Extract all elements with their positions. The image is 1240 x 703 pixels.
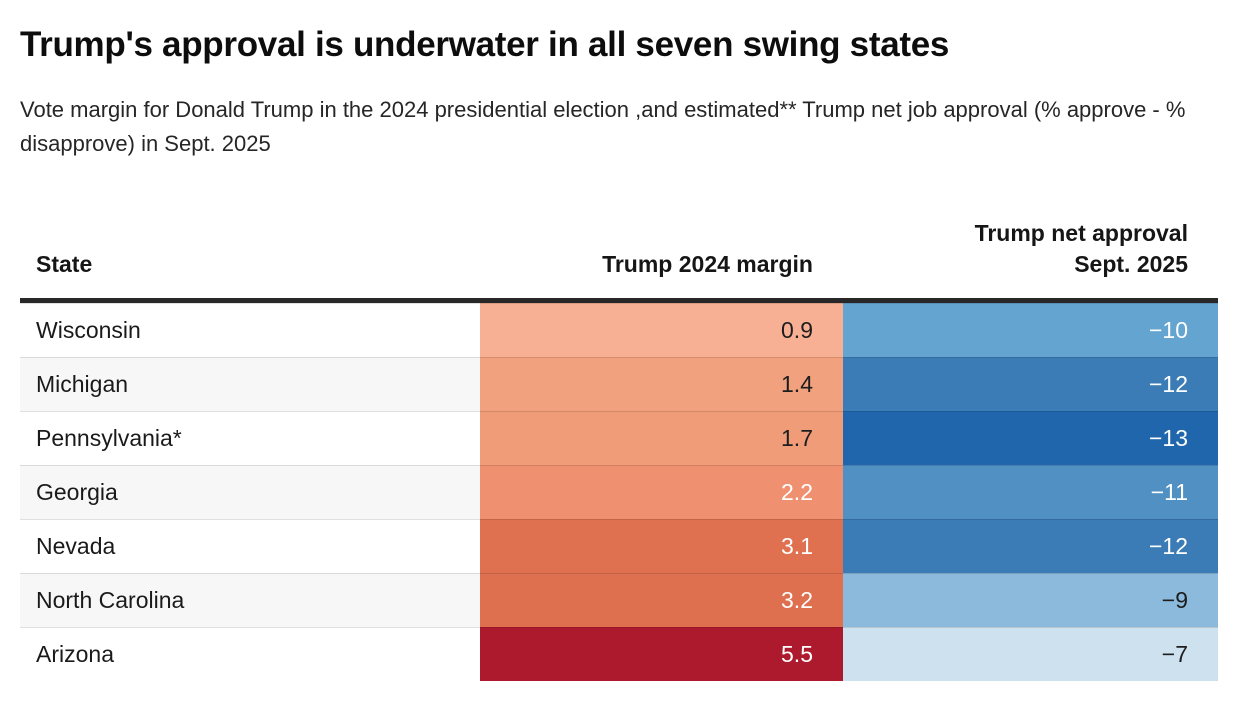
margin-cell: 5.5	[480, 627, 843, 681]
table-body: Wisconsin 0.9 −10 Michigan 1.4 −12 Penns…	[20, 303, 1218, 681]
state-cell: Georgia	[20, 465, 480, 519]
column-header-approval-line1: Trump net approval	[974, 220, 1188, 246]
table-row-north-carolina: North Carolina 3.2 −9	[20, 573, 1218, 627]
approval-cell: −10	[843, 303, 1218, 357]
chart-subtitle: Vote margin for Donald Trump in the 2024…	[20, 97, 1186, 156]
margin-cell: 0.9	[480, 303, 843, 357]
table-row-nevada: Nevada 3.1 −12	[20, 519, 1218, 573]
table-row-wisconsin: Wisconsin 0.9 −10	[20, 303, 1218, 357]
column-header-approval-line2: Sept. 2025	[1074, 251, 1188, 277]
table-row-arizona: Arizona 5.5 −7	[20, 627, 1218, 681]
chart-container: Trump's approval is underwater in all se…	[0, 24, 1240, 703]
approval-cell: −9	[843, 573, 1218, 627]
column-header-margin: Trump 2024 margin	[602, 251, 813, 277]
chart-title: Trump's approval is underwater in all se…	[20, 25, 950, 64]
table-row-michigan: Michigan 1.4 −12	[20, 357, 1218, 411]
approval-cell: −12	[843, 357, 1218, 411]
margin-cell: 3.1	[480, 519, 843, 573]
state-cell: Michigan	[20, 357, 480, 411]
table-header-row: State Trump 2024 margin Trump net approv…	[20, 218, 1218, 298]
approval-cell: −7	[843, 627, 1218, 681]
margin-cell: 2.2	[480, 465, 843, 519]
table-row-georgia: Georgia 2.2 −11	[20, 465, 1218, 519]
state-cell: Pennsylvania*	[20, 411, 480, 465]
approval-cell: −11	[843, 465, 1218, 519]
header-rule	[20, 298, 1218, 303]
column-header-state: State	[36, 251, 93, 277]
margin-cell: 1.4	[480, 357, 843, 411]
state-cell: Arizona	[20, 627, 480, 681]
state-cell: North Carolina	[20, 573, 480, 627]
table-row-pennsylvania: Pennsylvania* 1.7 −13	[20, 411, 1218, 465]
margin-cell: 3.2	[480, 573, 843, 627]
state-cell: Nevada	[20, 519, 480, 573]
state-cell: Wisconsin	[20, 303, 480, 357]
approval-cell: −12	[843, 519, 1218, 573]
margin-cell: 1.7	[480, 411, 843, 465]
approval-cell: −13	[843, 411, 1218, 465]
column-header-approval: Trump net approval Sept. 2025	[843, 218, 1218, 280]
